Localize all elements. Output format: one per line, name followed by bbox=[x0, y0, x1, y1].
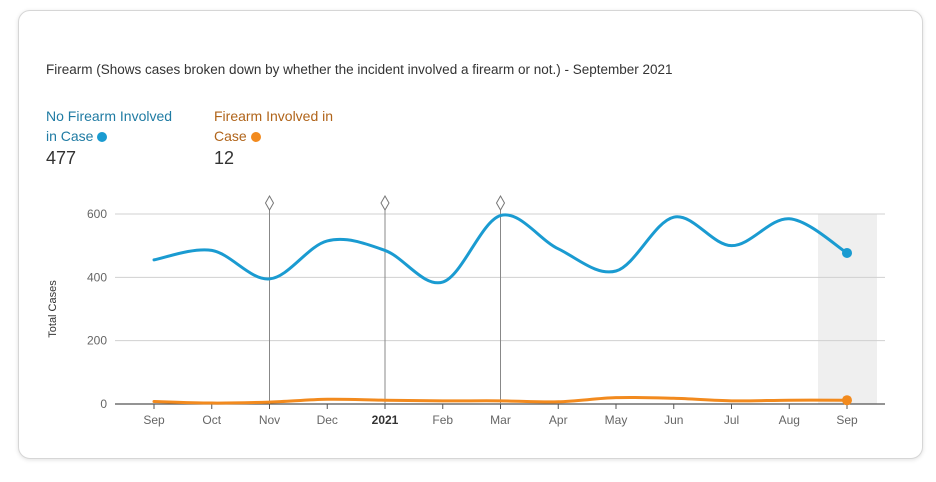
series-point-0 bbox=[842, 247, 852, 258]
x-tick-label: Oct bbox=[202, 413, 221, 427]
x-tick-label: Feb bbox=[432, 413, 453, 427]
x-tick-label: Dec bbox=[317, 413, 338, 427]
x-tick-label: Jul bbox=[724, 413, 739, 427]
legend-value: 12 bbox=[214, 148, 235, 168]
series-line-1 bbox=[152, 395, 849, 405]
x-tick-label: Apr bbox=[549, 413, 568, 427]
event-diamond-icon bbox=[495, 194, 506, 212]
chart-title: Firearm (Shows cases broken down by whet… bbox=[46, 62, 673, 77]
event-diamond-icon bbox=[380, 194, 390, 212]
x-tick-label: Sep bbox=[143, 413, 165, 427]
series-line-0 bbox=[152, 213, 849, 285]
y-tick-label: 600 bbox=[87, 207, 107, 221]
y-tick-label: 0 bbox=[100, 397, 107, 411]
chart-card bbox=[18, 10, 923, 459]
x-tick-label: Jun bbox=[664, 413, 683, 427]
x-tick-label: Aug bbox=[779, 413, 800, 427]
legend-label: Firearm Involved in Case bbox=[214, 108, 334, 144]
y-tick-label: 200 bbox=[87, 334, 107, 348]
series-point-1 bbox=[842, 395, 852, 406]
legend-no-firearm[interactable]: No Firearm Involved in Case 477 bbox=[46, 106, 186, 168]
y-tick-label: 400 bbox=[87, 270, 107, 284]
x-tick-label: Mar bbox=[490, 413, 511, 427]
x-tick-label: 2021 bbox=[372, 413, 399, 427]
highlight-band bbox=[818, 214, 877, 404]
legend-value: 477 bbox=[46, 148, 77, 168]
legend-label: No Firearm Involved in Case bbox=[46, 108, 173, 144]
series-dot-icon bbox=[97, 132, 108, 142]
y-axis-label: Total Cases bbox=[47, 280, 59, 338]
x-tick-label: Nov bbox=[259, 413, 280, 427]
event-diamond-icon bbox=[264, 194, 275, 212]
series-dot-icon bbox=[250, 132, 261, 142]
x-tick-label: Sep bbox=[836, 413, 858, 427]
legend-firearm[interactable]: Firearm Involved in Case 12 bbox=[214, 106, 339, 168]
x-tick-label: May bbox=[605, 413, 628, 427]
